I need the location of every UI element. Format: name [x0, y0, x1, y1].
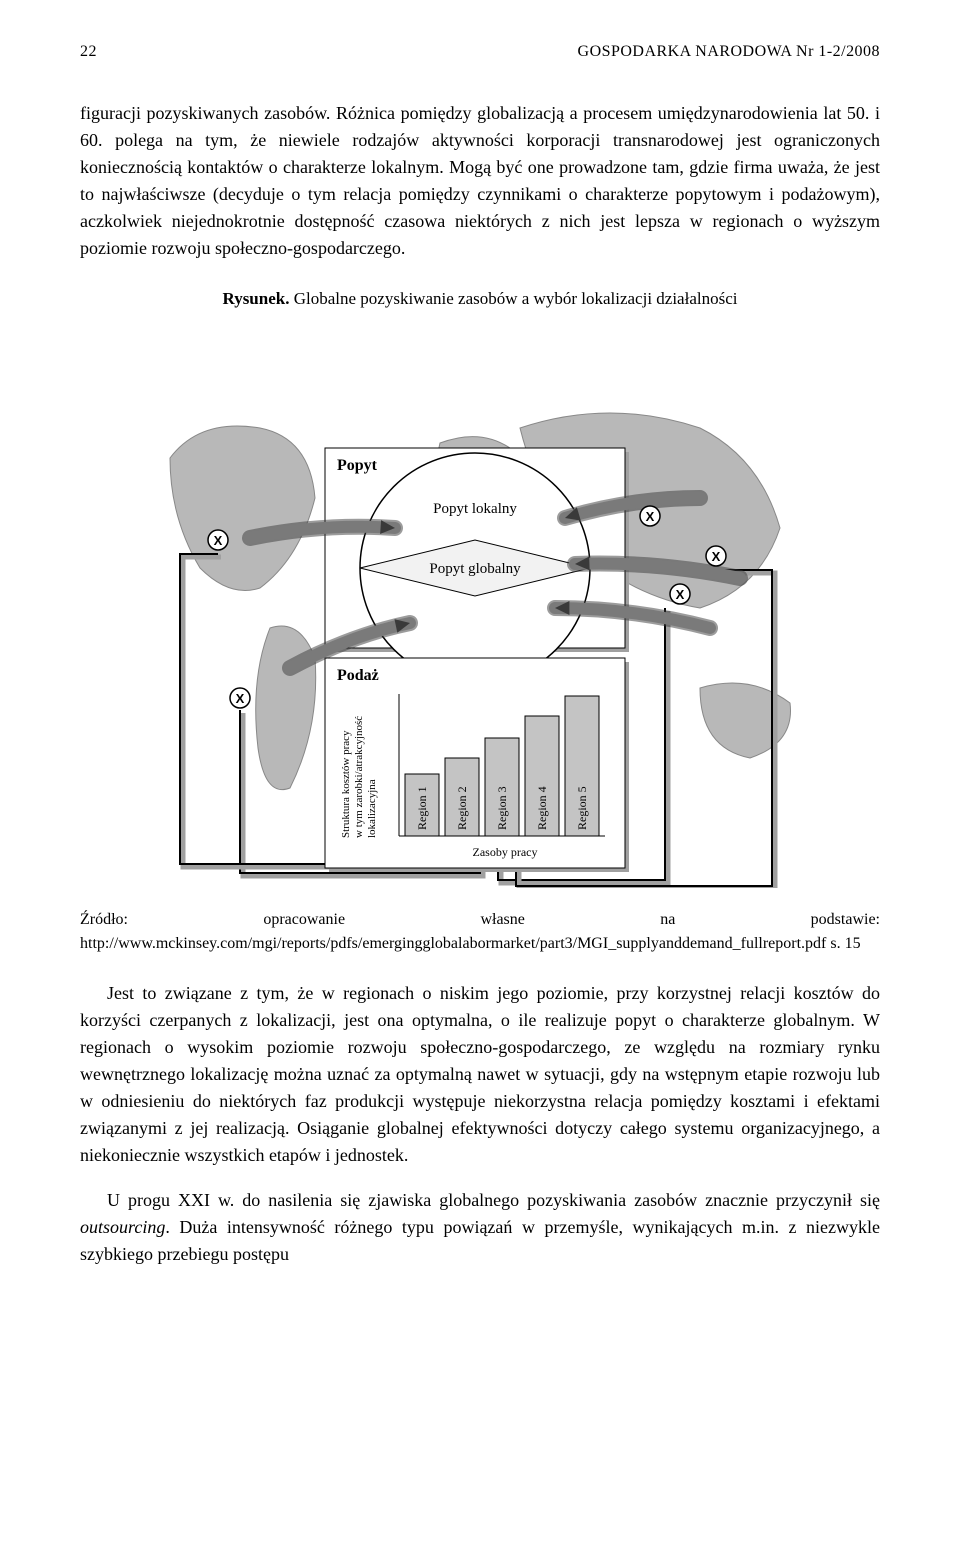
svg-text:X: X [712, 549, 721, 564]
svg-text:Podaż: Podaż [337, 667, 379, 684]
svg-text:X: X [236, 691, 245, 706]
figure-caption-label: Rysunek. [223, 289, 290, 308]
svg-text:Region 2: Region 2 [455, 786, 469, 830]
svg-text:Region 3: Region 3 [495, 786, 509, 830]
figure-source: Źródło: opracowanie własne na podstawie:… [80, 908, 880, 956]
svg-text:Popyt: Popyt [337, 457, 378, 474]
svg-text:w tym zarobki/atrakcyjność: w tym zarobki/atrakcyjność [353, 715, 365, 837]
figure-svg: Popyt Popyt lokalny Popyt globalny Podaż Str… [140, 328, 820, 888]
p3-prefix: U progu XXI w. do nasilenia się zjawiska… [107, 1190, 880, 1210]
p3-suffix: . Duża intensywność różnego typu powiąza… [80, 1217, 880, 1264]
paragraph-2: Jest to związane z tym, że w regionach o… [80, 980, 880, 1169]
p3-italic: outsourcing [80, 1217, 165, 1237]
svg-text:Popyt globalny: Popyt globalny [429, 561, 521, 577]
svg-text:X: X [676, 587, 685, 602]
svg-text:lokalizacyjna: lokalizacyjna [366, 779, 378, 838]
svg-text:X: X [646, 509, 655, 524]
svg-text:Region 5: Region 5 [575, 786, 589, 830]
svg-text:Zasoby pracy: Zasoby pracy [473, 845, 538, 859]
journal-title: GOSPODARKA NARODOWA Nr 1-2/2008 [578, 40, 880, 64]
svg-text:Struktura kosztów pracy: Struktura kosztów pracy [340, 729, 352, 837]
svg-text:Region 4: Region 4 [535, 786, 549, 830]
page-number: 22 [80, 40, 97, 64]
paragraph-intro: figuracji pozyskiwanych zasobów. Różnica… [80, 100, 880, 262]
figure-caption-text: Globalne pozyskiwanie zasobów a wybór lo… [289, 289, 737, 308]
svg-text:Popyt lokalny: Popyt lokalny [433, 501, 517, 517]
svg-text:Region 1: Region 1 [415, 786, 429, 830]
paragraph-3: U progu XXI w. do nasilenia się zjawiska… [80, 1187, 880, 1268]
figure-caption: Rysunek. Globalne pozyskiwanie zasobów a… [80, 286, 880, 312]
svg-text:X: X [214, 533, 223, 548]
page-header: 22 GOSPODARKA NARODOWA Nr 1-2/2008 [80, 40, 880, 64]
figure-diagram: Popyt Popyt lokalny Popyt globalny Podaż Str… [80, 328, 880, 888]
